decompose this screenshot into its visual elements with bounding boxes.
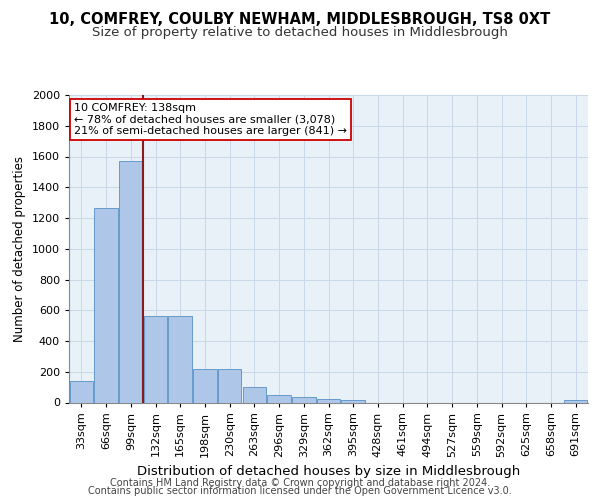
Bar	[317, 399, 340, 402]
Text: Contains public sector information licensed under the Open Government Licence v3: Contains public sector information licen…	[88, 486, 512, 496]
Bar	[119, 161, 143, 402]
Bar	[144, 316, 167, 402]
Text: 10 COMFREY: 138sqm
← 78% of detached houses are smaller (3,078)
21% of semi-deta: 10 COMFREY: 138sqm ← 78% of detached hou…	[74, 102, 347, 136]
Text: 10, COMFREY, COULBY NEWHAM, MIDDLESBROUGH, TS8 0XT: 10, COMFREY, COULBY NEWHAM, MIDDLESBROUG…	[49, 12, 551, 28]
Bar	[218, 368, 241, 402]
X-axis label: Distribution of detached houses by size in Middlesbrough: Distribution of detached houses by size …	[137, 465, 520, 478]
Bar	[193, 368, 217, 402]
Text: Size of property relative to detached houses in Middlesbrough: Size of property relative to detached ho…	[92, 26, 508, 39]
Bar	[242, 387, 266, 402]
Text: Contains HM Land Registry data © Crown copyright and database right 2024.: Contains HM Land Registry data © Crown c…	[110, 478, 490, 488]
Y-axis label: Number of detached properties: Number of detached properties	[13, 156, 26, 342]
Bar	[70, 381, 93, 402]
Bar	[292, 397, 316, 402]
Bar	[564, 400, 587, 402]
Bar	[169, 316, 192, 402]
Bar	[94, 208, 118, 402]
Bar	[268, 394, 291, 402]
Bar	[341, 400, 365, 402]
